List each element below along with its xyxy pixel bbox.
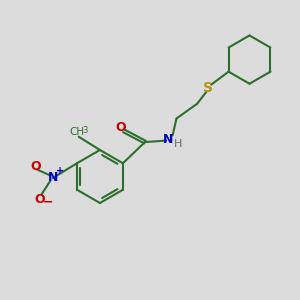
Text: S: S (203, 81, 213, 94)
Text: −: − (43, 196, 53, 209)
Text: +: + (56, 167, 64, 176)
Text: 3: 3 (82, 126, 88, 135)
Text: N: N (163, 133, 174, 146)
Text: H: H (174, 139, 183, 148)
Text: CH: CH (70, 127, 85, 137)
Text: O: O (116, 122, 126, 134)
Text: O: O (31, 160, 41, 173)
Text: N: N (48, 172, 58, 184)
Text: O: O (34, 193, 45, 206)
